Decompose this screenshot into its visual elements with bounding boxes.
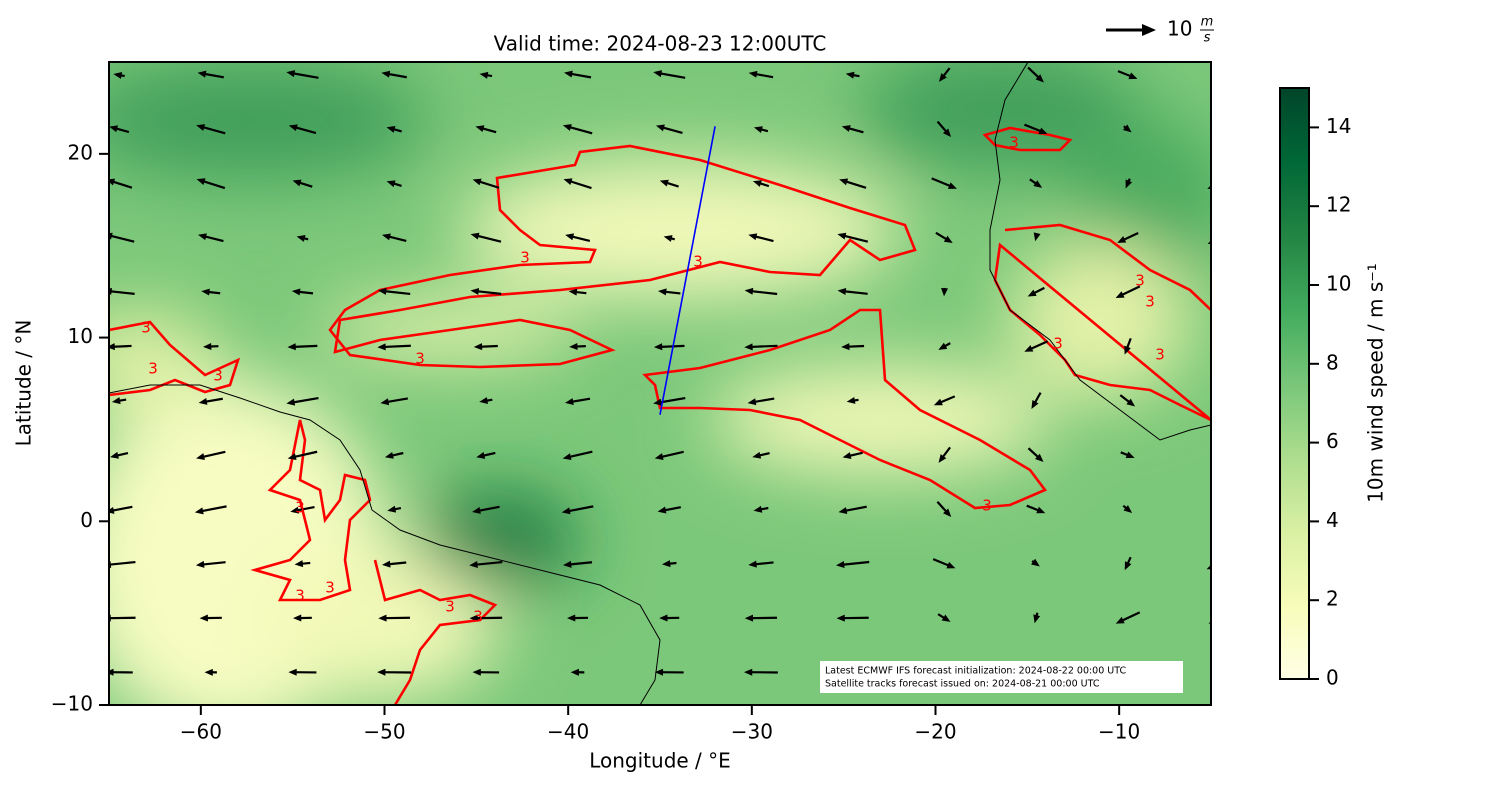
wind-arrow-head	[1215, 508, 1222, 517]
contour-label: 3	[325, 579, 335, 597]
x-axis-label: Longitude / °E	[589, 749, 731, 773]
wind-arrow	[1211, 178, 1232, 187]
contour-label: 3	[295, 499, 305, 517]
contour-label: 3	[1135, 272, 1145, 290]
wind-arrow	[1214, 450, 1222, 458]
wind-arrow	[106, 618, 135, 619]
y-tick-label: 0	[80, 508, 93, 532]
x-tick-label: −40	[547, 720, 589, 744]
wind-arrow-head	[1216, 452, 1224, 460]
colorbar-tick-label: 8	[1326, 350, 1339, 374]
wind-arrow-head	[1216, 127, 1223, 136]
contour-label: 3	[1053, 335, 1063, 353]
x-tick-label: −20	[914, 720, 956, 744]
wind-arrow	[1219, 666, 1220, 674]
colorbar	[1280, 88, 1309, 679]
quiver-key-head	[1142, 24, 1156, 36]
title: Valid time: 2024-08-23 12:00UTC	[494, 32, 827, 56]
quiver-key-label: 10	[1167, 17, 1192, 41]
colorbar-tick-label: 14	[1326, 114, 1351, 138]
y-tick-label: −10	[51, 692, 93, 716]
wind-arrow-head	[1216, 670, 1223, 679]
y-tick-label: 10	[68, 324, 93, 348]
quiver-key-unit: m	[1201, 15, 1214, 30]
contour-label: 3	[295, 587, 305, 605]
x-tick-label: −50	[363, 720, 405, 744]
colorbar-tick-label: 4	[1326, 508, 1339, 532]
contour-label: 3	[1009, 134, 1019, 152]
contour-label: 3	[415, 350, 425, 368]
colorbar-tick-label: 12	[1326, 193, 1351, 217]
wind-arrow-head	[1217, 343, 1226, 351]
x-tick-label: −60	[180, 720, 222, 744]
y-tick-label: 20	[68, 140, 93, 164]
wind-arrow	[1216, 71, 1220, 75]
wind-arrow-head	[103, 288, 112, 295]
wind-arrow	[1218, 123, 1223, 132]
contour-label: 3	[520, 249, 530, 267]
x-tick-label: −30	[731, 720, 773, 744]
wind-arrow	[1211, 232, 1231, 242]
quiver-key-unit: s	[1204, 31, 1211, 46]
map-field	[60, 50, 1232, 740]
colorbar-label: 10m wind speed / m s⁻¹	[1364, 263, 1388, 503]
wind-arrow	[1213, 342, 1223, 349]
wind-arrow	[1217, 502, 1224, 513]
annotation-line: Latest ECMWF IFS forecast initialization…	[825, 666, 1126, 677]
wind-arrow	[1219, 285, 1221, 296]
contour-label: 3	[445, 598, 455, 616]
contour-label: 3	[1145, 293, 1155, 311]
contour-label: 3	[148, 360, 158, 378]
x-tick-label: −10	[1098, 720, 1140, 744]
contour-label: 3	[141, 319, 151, 337]
colorbar-tick-label: 6	[1326, 429, 1339, 453]
colorbar-tick-label: 0	[1326, 666, 1339, 690]
colorbar-tick-label: 2	[1326, 587, 1339, 611]
contour-label: 3	[982, 497, 992, 515]
contour-label: 3	[473, 608, 483, 626]
wind-arrow	[1210, 558, 1232, 568]
y-axis-label: Latitude / °N	[12, 320, 36, 447]
wind-arrow-head	[1215, 396, 1224, 403]
annotation-line: Satellite tracks forecast issued on: 202…	[825, 679, 1100, 690]
contour-label: 3	[693, 253, 703, 271]
wind-arrow	[1214, 399, 1220, 401]
wind-arrow-head	[1215, 70, 1223, 78]
wind-arrow	[1212, 612, 1230, 622]
wind-arrow	[748, 346, 777, 347]
wind-arrow	[381, 346, 410, 347]
contour-label: 3	[1155, 346, 1165, 364]
wind-arrow-head	[1216, 291, 1223, 300]
colorbar-tick-label: 10	[1326, 272, 1351, 296]
contour-label: 3	[213, 367, 223, 385]
